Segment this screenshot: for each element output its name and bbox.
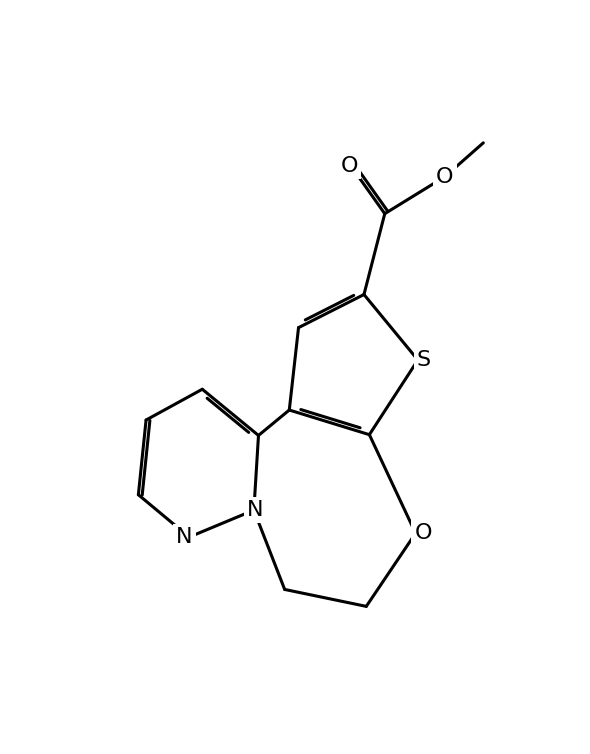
- Text: N: N: [176, 527, 193, 547]
- Text: O: O: [340, 156, 358, 176]
- Text: S: S: [417, 350, 431, 370]
- Text: O: O: [415, 523, 432, 543]
- Text: N: N: [247, 500, 264, 520]
- Text: O: O: [436, 167, 454, 187]
